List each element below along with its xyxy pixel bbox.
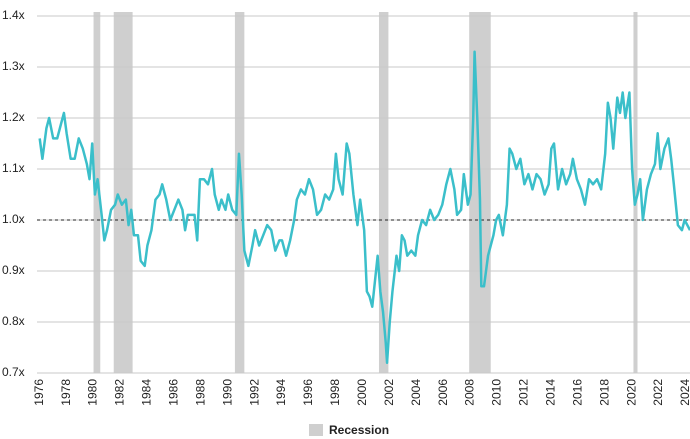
x-tick-label: 1998 — [328, 379, 342, 406]
x-tick-label: 2022 — [651, 379, 665, 406]
x-tick-label: 2002 — [382, 379, 396, 406]
recession-band — [378, 12, 389, 373]
x-tick-label: 1976 — [32, 379, 46, 406]
y-tick-label: 1.3x — [2, 59, 25, 73]
x-tick-label: 2000 — [355, 379, 369, 406]
x-tick-label: 2008 — [463, 379, 477, 406]
x-tick-label: 2010 — [490, 379, 504, 406]
recession-band — [633, 12, 638, 373]
x-tick-label: 2020 — [624, 379, 638, 406]
x-tick-label: 1978 — [59, 379, 73, 406]
data-line — [38, 50, 690, 365]
x-tick-label: 1988 — [193, 379, 207, 406]
recession-band — [93, 12, 101, 373]
x-tick-label: 1994 — [274, 379, 288, 406]
y-tick-label: 1.4x — [2, 8, 25, 22]
x-tick-label: 1992 — [247, 379, 261, 406]
y-tick-label: 0.9x — [2, 263, 25, 277]
x-tick-label: 1982 — [113, 379, 127, 406]
x-tick-label: 2004 — [409, 379, 423, 406]
x-tick-label: 2014 — [543, 379, 557, 406]
recession-band — [234, 12, 245, 373]
x-tick-label: 2018 — [597, 379, 611, 406]
x-tick-label: 1986 — [167, 379, 181, 406]
y-tick-label: 1.2x — [2, 110, 25, 124]
x-tick-label: 2016 — [570, 379, 584, 406]
legend-swatch — [309, 424, 323, 436]
y-tick-label: 0.8x — [2, 314, 25, 328]
y-tick-label: 1.0x — [2, 212, 25, 226]
y-tick-label: 1.1x — [2, 161, 25, 175]
x-tick-label: 2006 — [436, 379, 450, 406]
legend-label: Recession — [329, 423, 389, 437]
x-tick-label: 2012 — [517, 379, 531, 406]
y-tick-label: 0.7x — [2, 365, 25, 379]
x-tick-label: 1996 — [301, 379, 315, 406]
x-tick-label: 1984 — [140, 379, 154, 406]
x-tick-label: 1990 — [220, 379, 234, 406]
recession-band — [113, 12, 133, 373]
x-tick-label: 2024 — [678, 379, 690, 406]
x-tick-label: 1980 — [86, 379, 100, 406]
